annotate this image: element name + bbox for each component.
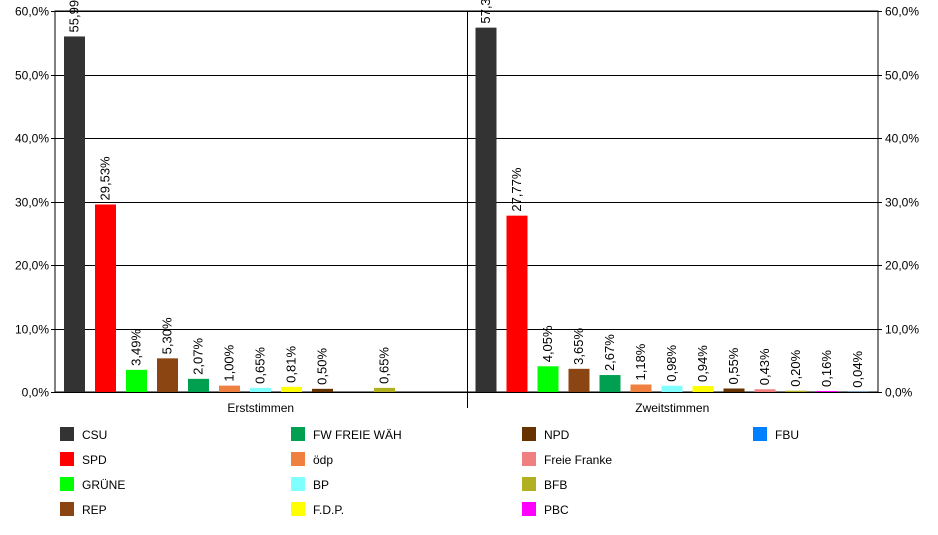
- legend-label: CSU: [82, 428, 107, 442]
- bar: [126, 370, 147, 392]
- legend-swatch: [522, 477, 536, 491]
- data-label: 0,81%: [284, 346, 299, 383]
- legend-label: PBC: [544, 503, 569, 517]
- bar: [600, 375, 621, 392]
- bar: [476, 28, 497, 392]
- data-label: 0,94%: [695, 345, 710, 382]
- data-label: 3,49%: [129, 329, 144, 366]
- data-label: 0,04%: [850, 350, 865, 387]
- legend-label: FW FREIE WÄH: [313, 428, 402, 442]
- legend-swatch: [60, 452, 74, 466]
- data-label: 0,65%: [253, 347, 268, 384]
- legend-label: ödp: [313, 453, 333, 467]
- bar: [157, 358, 178, 392]
- legend-label: FBU: [775, 428, 799, 442]
- bar: [817, 391, 838, 392]
- data-label: 0,16%: [819, 350, 834, 387]
- data-label: 1,18%: [633, 343, 648, 380]
- y-tick-label-left: 30,0%: [15, 196, 49, 210]
- bar: [693, 386, 714, 392]
- legend-label: GRÜNE: [82, 478, 125, 492]
- bar: [374, 388, 395, 392]
- y-tick-label-right: 50,0%: [885, 69, 919, 83]
- y-tick-label-left: 20,0%: [15, 259, 49, 273]
- legend-label: BFB: [544, 478, 567, 492]
- y-tick-label-right: 40,0%: [885, 132, 919, 146]
- bar: [538, 366, 559, 392]
- bar: [188, 379, 209, 392]
- data-label: 57,38%: [478, 0, 493, 24]
- legend-label: REP: [82, 503, 107, 517]
- data-label: 0,98%: [664, 344, 679, 381]
- data-label: 0,20%: [788, 349, 803, 386]
- legend-label: F.D.P.: [313, 503, 344, 517]
- legend-swatch: [522, 502, 536, 516]
- legend-swatch: [60, 427, 74, 441]
- bar: [755, 389, 776, 392]
- y-tick-label-left: 40,0%: [15, 132, 49, 146]
- bar: [219, 386, 240, 392]
- y-tick-label-right: 20,0%: [885, 259, 919, 273]
- legend-swatch: [753, 427, 767, 441]
- data-label: 1,00%: [222, 344, 237, 381]
- x-category-label: Erststimmen: [227, 401, 294, 415]
- legend-swatch: [291, 477, 305, 491]
- plot-area: [55, 11, 878, 392]
- bar: [662, 386, 683, 392]
- data-label: 29,53%: [98, 156, 113, 201]
- data-label: 0,50%: [315, 348, 330, 385]
- bar: [281, 387, 302, 392]
- bar: [64, 36, 85, 392]
- data-label: 5,30%: [160, 317, 175, 354]
- legend-layer: CSU SPD GRÜNE REP FW FREIE WÄH ödp BP F.D.P. NPD…: [60, 427, 799, 517]
- x-category-label: Zweitstimmen: [635, 401, 709, 415]
- bar: [569, 369, 590, 392]
- bar: [786, 391, 807, 392]
- legend-label: SPD: [82, 453, 107, 467]
- data-label: 27,77%: [509, 167, 524, 212]
- legend-swatch: [291, 502, 305, 516]
- data-label: 55,99%: [67, 0, 82, 32]
- bar: [312, 389, 333, 392]
- bar: [631, 385, 652, 392]
- data-label: 2,07%: [191, 338, 206, 375]
- data-label: 2,67%: [602, 334, 617, 371]
- data-label: 4,05%: [540, 325, 555, 362]
- y-tick-label-right: 0,0%: [885, 386, 913, 400]
- bar: [250, 388, 271, 392]
- legend-swatch: [291, 427, 305, 441]
- legend-label: Freie Franke: [544, 453, 612, 467]
- bar: [507, 216, 528, 392]
- legend-label: NPD: [544, 428, 570, 442]
- bar: [95, 204, 116, 392]
- y-tick-label-left: 0,0%: [22, 386, 50, 400]
- legend-swatch: [522, 452, 536, 466]
- y-tick-label-left: 10,0%: [15, 323, 49, 337]
- data-label: 0,55%: [726, 347, 741, 384]
- y-tick-label-right: 30,0%: [885, 196, 919, 210]
- data-label: 0,65%: [377, 347, 392, 384]
- data-label: 0,43%: [757, 348, 772, 385]
- data-label: 3,65%: [571, 328, 586, 365]
- y-tick-label-right: 60,0%: [885, 5, 919, 19]
- y-tick-label-left: 50,0%: [15, 69, 49, 83]
- y-tick-label-right: 10,0%: [885, 323, 919, 337]
- legend-swatch: [522, 427, 536, 441]
- legend-swatch: [60, 477, 74, 491]
- legend-label: BP: [313, 478, 329, 492]
- bar: [724, 389, 745, 392]
- legend-swatch: [291, 452, 305, 466]
- grid-layer: [55, 11, 878, 392]
- legend-swatch: [60, 502, 74, 516]
- y-tick-label-left: 60,0%: [15, 5, 49, 19]
